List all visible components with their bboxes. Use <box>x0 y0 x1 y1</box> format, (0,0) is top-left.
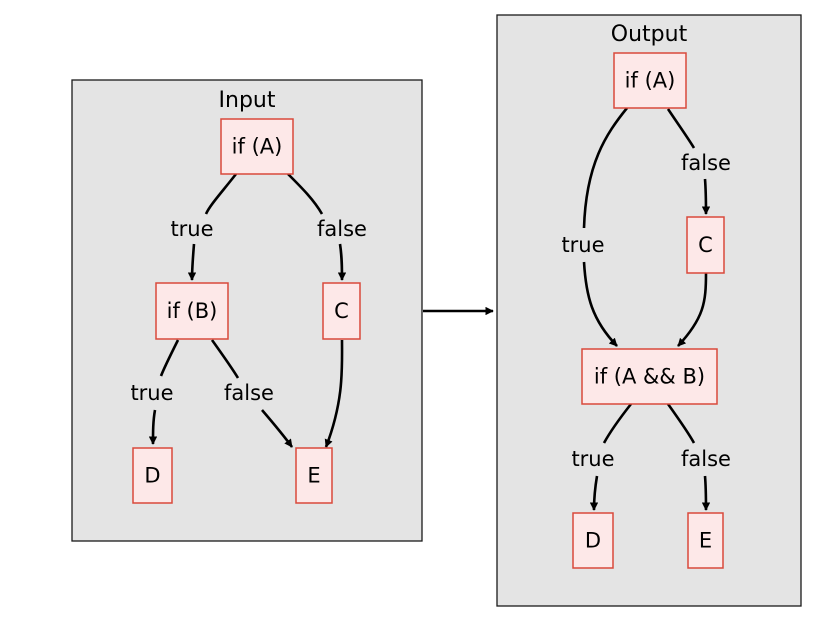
output-node-c-label: C <box>698 233 713 257</box>
input-edge-a-false <box>287 173 324 215</box>
output-cluster: Output false true true false if (A) C if… <box>496 14 802 607</box>
output-node-e: E <box>687 512 724 569</box>
output-node-if-a-and-b-label: if (A && B) <box>594 365 705 389</box>
output-node-if-a-label: if (A) <box>625 69 676 93</box>
output-node-if-a-and-b: if (A && B) <box>581 348 718 405</box>
input-node-if-b-label: if (B) <box>167 299 218 323</box>
input-node-if-b: if (B) <box>155 282 229 340</box>
input-edge-label-a-true: true <box>170 217 213 241</box>
output-cluster-box <box>496 14 802 607</box>
input-edge-b-true-head <box>148 409 158 445</box>
output-node-c: C <box>686 216 725 274</box>
output-cluster-title: Output <box>611 22 688 47</box>
input-edge-label-a-false: false <box>317 217 367 241</box>
output-edge-a-true-head <box>582 261 618 347</box>
input-node-e-label: E <box>307 464 320 488</box>
input-node-if-a-label: if (A) <box>232 135 283 159</box>
output-edge-ab-true-head <box>589 475 599 511</box>
input-edge-c-e <box>324 339 344 448</box>
input-edge-b-false <box>210 339 240 379</box>
input-node-c-label: C <box>334 299 349 323</box>
output-node-if-a: if (A) <box>613 52 687 109</box>
output-node-e-label: E <box>699 529 712 553</box>
output-edge-label-ab-true: true <box>571 447 614 471</box>
output-edge-ab-true <box>602 403 633 444</box>
input-node-c: C <box>322 282 361 340</box>
output-edge-label-a-false: false <box>681 151 731 175</box>
input-edge-label-b-true: true <box>130 381 173 405</box>
output-edge-a-false-head <box>701 178 711 215</box>
input-node-d-label: D <box>144 464 160 488</box>
input-edge-a-false-head <box>337 243 347 281</box>
output-edge-ab-false <box>666 403 696 444</box>
output-edge-a-false <box>666 108 696 149</box>
output-node-d-label: D <box>585 529 601 553</box>
input-edge-b-false-head <box>261 409 294 448</box>
input-cluster-title: Input <box>219 88 276 113</box>
input-edge-label-b-false: false <box>224 381 274 405</box>
input-node-e: E <box>295 447 333 504</box>
input-edge-a-true-head <box>187 243 197 281</box>
input-cluster: Input true false true false if (A) if (B… <box>71 79 423 542</box>
output-edge-label-a-true: true <box>561 233 604 257</box>
output-edge-a-true <box>582 107 629 229</box>
output-edge-c-ab <box>677 272 708 347</box>
input-node-d: D <box>132 447 173 504</box>
output-edge-label-ab-false: false <box>681 447 731 471</box>
output-edge-ab-false-head <box>701 475 711 511</box>
input-edge-a-true <box>204 173 238 215</box>
output-node-d: D <box>572 512 614 569</box>
input-edge-b-true <box>159 339 180 377</box>
input-node-if-a: if (A) <box>220 118 294 175</box>
